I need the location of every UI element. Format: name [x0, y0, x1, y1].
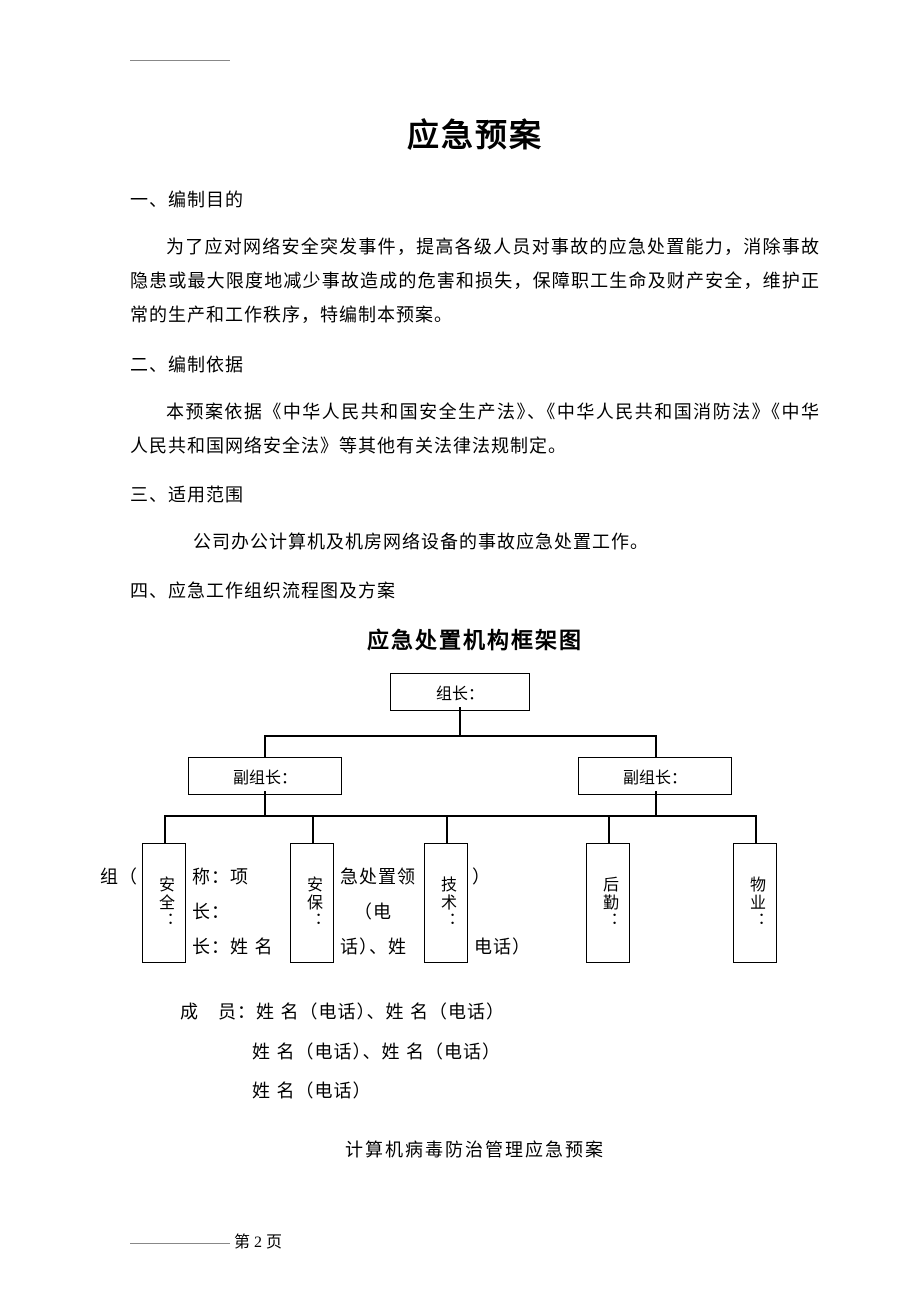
section-2-head: 二、编制依据	[130, 351, 820, 377]
page-number: 第 2 页	[234, 1234, 282, 1251]
overlay-text: 话）、姓	[340, 933, 407, 959]
overlay-text: 称：项	[192, 863, 249, 889]
connector-line	[755, 815, 757, 843]
connector-line	[264, 791, 266, 815]
connector-line	[655, 735, 657, 757]
org-chart: 组长： 副组长： 副组长： 安全： 安保： 技术： 后勤： 物业： 组（ 称：项…	[130, 673, 820, 983]
connector-line	[446, 815, 448, 843]
node-group-security: 安保：	[290, 843, 334, 963]
connector-line	[264, 735, 656, 737]
connector-line	[655, 791, 657, 815]
footer-rule	[130, 1243, 230, 1244]
node-group-tech: 技术：	[424, 843, 468, 963]
overlay-text: （电	[354, 898, 392, 924]
overlay-text: 长：姓 名	[192, 933, 274, 959]
page-title: 应急预案	[130, 110, 820, 156]
connector-line	[608, 815, 610, 843]
node-group-safety: 安全：	[142, 843, 186, 963]
members-list: 成 员：姓 名（电话）、姓 名（电话） 姓 名（电话）、姓 名（电话） 姓 名（…	[180, 993, 820, 1112]
overlay-text: 急处置领	[340, 863, 416, 889]
overlay-text: ）	[472, 863, 491, 889]
section-2-para: 本预案依据《中华人民共和国安全生产法》、《中华人民共和国消防法》《中华人民共和国…	[130, 395, 820, 463]
node-deputy-2: 副组长：	[578, 757, 732, 795]
members-row-1: 成 员：姓 名（电话）、姓 名（电话）	[180, 993, 820, 1033]
connector-line	[164, 815, 756, 817]
node-group-property: 物业：	[733, 843, 777, 963]
members-row-2: 姓 名（电话）、姓 名（电话）	[180, 1033, 820, 1073]
node-deputy-1: 副组长：	[188, 757, 342, 795]
section-4-head: 四、应急工作组织流程图及方案	[130, 577, 820, 603]
section-3-para: 公司办公计算机及机房网络设备的事故应急处置工作。	[130, 525, 820, 559]
connector-line	[312, 815, 314, 843]
node-group-logistics: 后勤：	[586, 843, 630, 963]
overlay-text: 长：	[192, 898, 230, 924]
top-rule	[130, 60, 230, 61]
overlay-text: 组（	[100, 863, 138, 889]
node-leader: 组长：	[390, 673, 530, 711]
members-row-3: 姓 名（电话）	[180, 1072, 820, 1112]
connector-line	[164, 815, 166, 843]
sub-plan-title: 计算机病毒防治管理应急预案	[130, 1136, 820, 1162]
connector-line	[264, 735, 266, 757]
org-chart-title: 应急处置机构框架图	[130, 623, 820, 655]
page-footer: 第 2 页	[130, 1228, 282, 1252]
section-1-head: 一、编制目的	[130, 186, 820, 212]
overlay-text: 电话）	[474, 933, 531, 959]
section-3-head: 三、适用范围	[130, 481, 820, 507]
connector-line	[459, 707, 461, 735]
section-1-para: 为了应对网络安全突发事件，提高各级人员对事故的应急处置能力，消除事故隐患或最大限…	[130, 230, 820, 333]
